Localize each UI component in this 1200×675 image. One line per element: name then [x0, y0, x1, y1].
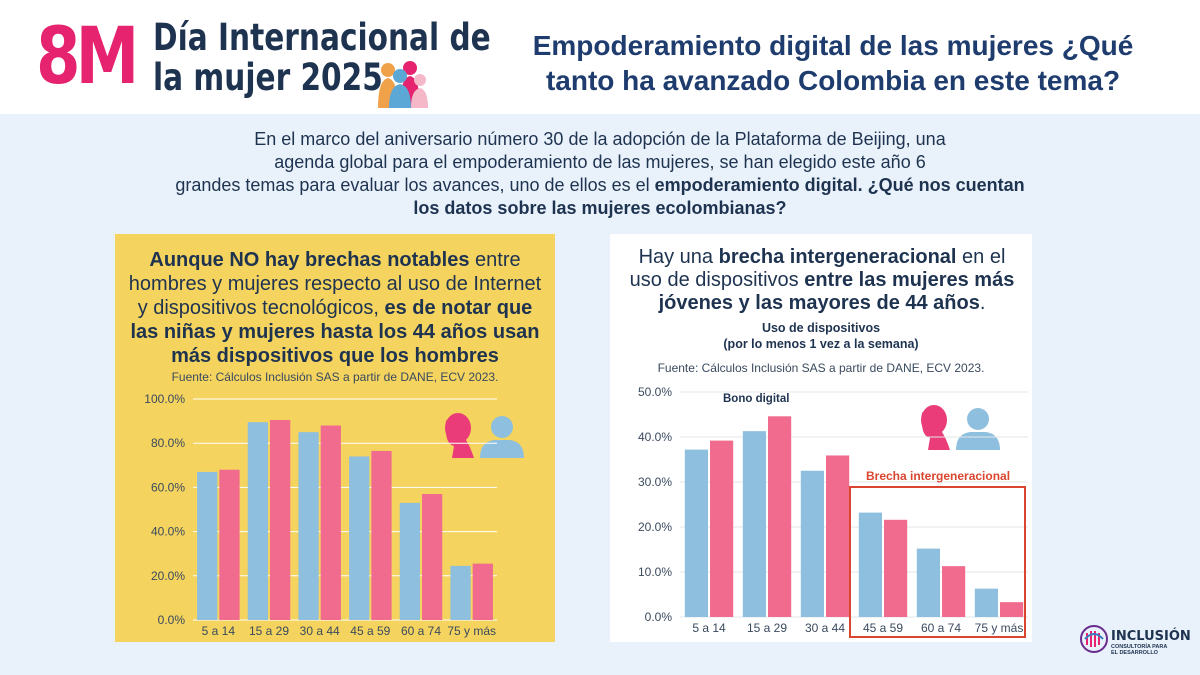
right-text-bold2: entre las mujeres más jóvenes y las mayo…	[658, 269, 1015, 314]
brand-logo: INCLUSIÓN CONSULTORÍA PARA EL DESARROLLO	[1080, 625, 1191, 658]
main-title-line1: Empoderamiento digital de las mujeres ¿Q…	[532, 30, 1134, 61]
y-tick-label: 30.0%	[638, 475, 672, 489]
left-text-plain1: entre hombres y mujeres respecto al uso …	[128, 249, 542, 319]
bar	[1000, 602, 1024, 617]
right-gender-icons	[921, 405, 1000, 450]
bar	[826, 455, 850, 617]
x-tick-label: 5 a 14	[202, 624, 236, 638]
bar	[742, 431, 766, 617]
brand-name: INCLUSIÓN	[1111, 629, 1191, 644]
annotation-bono-digital: Bono digital	[723, 393, 789, 405]
x-tick-label: 30 a 44	[805, 621, 845, 635]
bar	[298, 432, 319, 620]
y-tick-label: 80.0%	[151, 436, 185, 450]
intro-text: En el marco del aniversario número 30 de…	[120, 128, 1080, 220]
bar	[422, 494, 443, 620]
intro-line3-plain: grandes temas para evaluar los avances, …	[175, 175, 655, 195]
bar	[974, 588, 998, 617]
y-tick-label: 0.0%	[645, 610, 673, 624]
bar	[884, 519, 908, 617]
bar	[320, 425, 341, 620]
intro-line1: En el marco del aniversario número 30 de…	[254, 129, 946, 149]
bar	[858, 512, 882, 617]
x-tick-label: 15 a 29	[249, 624, 289, 638]
brand-tagline: CONSULTORÍA PARA EL DESARROLLO	[1111, 644, 1168, 656]
right-source: Fuente: Cálculos Inclusión SAS a partir …	[657, 361, 985, 375]
event-title-line2: la mujer 2025	[153, 56, 383, 99]
bar	[768, 416, 792, 617]
right-chart-title: Uso de dispositivos (por lo menos 1 vez …	[610, 320, 1032, 352]
y-tick-label: 20.0%	[638, 520, 672, 534]
header: 8M Día Internacional de la mujer 2025 Em…	[0, 0, 1200, 114]
bar	[800, 470, 824, 617]
x-tick-label: 75 y más	[975, 621, 1024, 635]
intro-line2: agenda global para el empoderamiento de …	[274, 152, 926, 172]
x-tick-label: 45 a 59	[863, 621, 903, 635]
logo-8m: 8M	[36, 12, 139, 102]
right-text-plain2: en el uso de dispositivos	[629, 246, 1006, 291]
x-tick-label: 60 a 74	[921, 621, 961, 635]
bar	[942, 566, 966, 617]
woman-icon	[445, 413, 474, 458]
y-tick-label: 40.0%	[638, 430, 672, 444]
x-tick-label: 5 a 14	[692, 621, 726, 635]
bar	[450, 565, 471, 620]
intro-line4-bold: los datos sobre las mujeres ecolombianas…	[413, 198, 787, 218]
right-chart-title-line2: (por lo menos 1 vez a la semana)	[723, 337, 919, 351]
right-chart: 0.0% 10.0% 20.0% 30.0% 40.0% 50.0% 5 a 14 15 a …	[638, 385, 1028, 638]
intro-line3: grandes temas para evaluar los avances, …	[120, 174, 1080, 197]
left-text-bold1: Aunque NO hay brechas notables	[149, 249, 470, 271]
right-text-plain3: .	[979, 292, 986, 314]
bar	[916, 548, 940, 617]
bar	[197, 471, 218, 620]
right-text-plain1: Hay una	[638, 246, 719, 268]
x-tick-label: 75 y más	[447, 624, 496, 638]
intro-line4: los datos sobre las mujeres ecolombianas…	[120, 197, 1080, 220]
main-title: Empoderamiento digital de las mujeres ¿Q…	[478, 28, 1188, 98]
bar	[472, 563, 493, 620]
bar	[371, 450, 392, 620]
bar	[247, 422, 268, 620]
x-tick-label: 60 a 74	[401, 624, 441, 638]
left-panel-text: Aunque NO hay brechas notables entre hom…	[123, 248, 547, 368]
event-title: Día Internacional de la mujer 2025	[153, 18, 491, 98]
man-icon	[480, 416, 524, 458]
left-panel: Aunque NO hay brechas notables entre hom…	[115, 234, 555, 642]
bar	[270, 419, 291, 620]
right-text-bold1: brecha intergeneracional	[718, 246, 957, 268]
y-tick-label: 40.0%	[151, 525, 185, 539]
y-tick-label: 100.0%	[144, 392, 185, 406]
intro-line3-bold: empoderamiento digital. ¿Qué nos cuentan	[654, 175, 1025, 195]
bar	[684, 449, 708, 617]
x-tick-label: 30 a 44	[300, 624, 340, 638]
left-gender-icons	[445, 413, 524, 458]
left-source: Fuente: Cálculos Inclusión SAS a partir …	[171, 370, 499, 384]
x-tick-label: 15 a 29	[747, 621, 787, 635]
bar	[399, 502, 420, 620]
y-tick-label: 20.0%	[151, 569, 185, 583]
brand-mark-icon	[1080, 625, 1108, 653]
event-title-line1: Día Internacional de	[153, 16, 491, 59]
man-icon	[956, 408, 1000, 450]
woman-icon	[921, 405, 950, 450]
y-tick-label: 0.0%	[158, 613, 186, 627]
bar	[710, 440, 734, 617]
highlight-box	[849, 486, 1026, 638]
bar	[219, 469, 240, 620]
bar	[349, 456, 370, 620]
right-chart-title-line1: Uso de dispositivos	[761, 321, 881, 335]
y-tick-label: 60.0%	[151, 480, 185, 494]
women-group-icon	[378, 61, 428, 108]
y-tick-label: 50.0%	[638, 385, 672, 399]
x-tick-label: 45 a 59	[350, 624, 390, 638]
left-text-bold2: es de notar que las niñas y mujeres hast…	[130, 297, 540, 367]
right-panel-text: Hay una brecha intergeneracional en el u…	[622, 246, 1022, 315]
main-title-line2: tanto ha avanzado Colombia en este tema?	[545, 65, 1121, 96]
annotation-brecha-intergeneracional: Brecha intergeneracional	[866, 469, 1010, 483]
right-panel: Hay una brecha intergeneracional en el u…	[610, 234, 1032, 642]
y-tick-label: 10.0%	[638, 565, 672, 579]
left-chart: 0.0% 20.0% 40.0% 60.0% 80.0% 100.0% 5 a 14 15 a…	[144, 392, 524, 638]
